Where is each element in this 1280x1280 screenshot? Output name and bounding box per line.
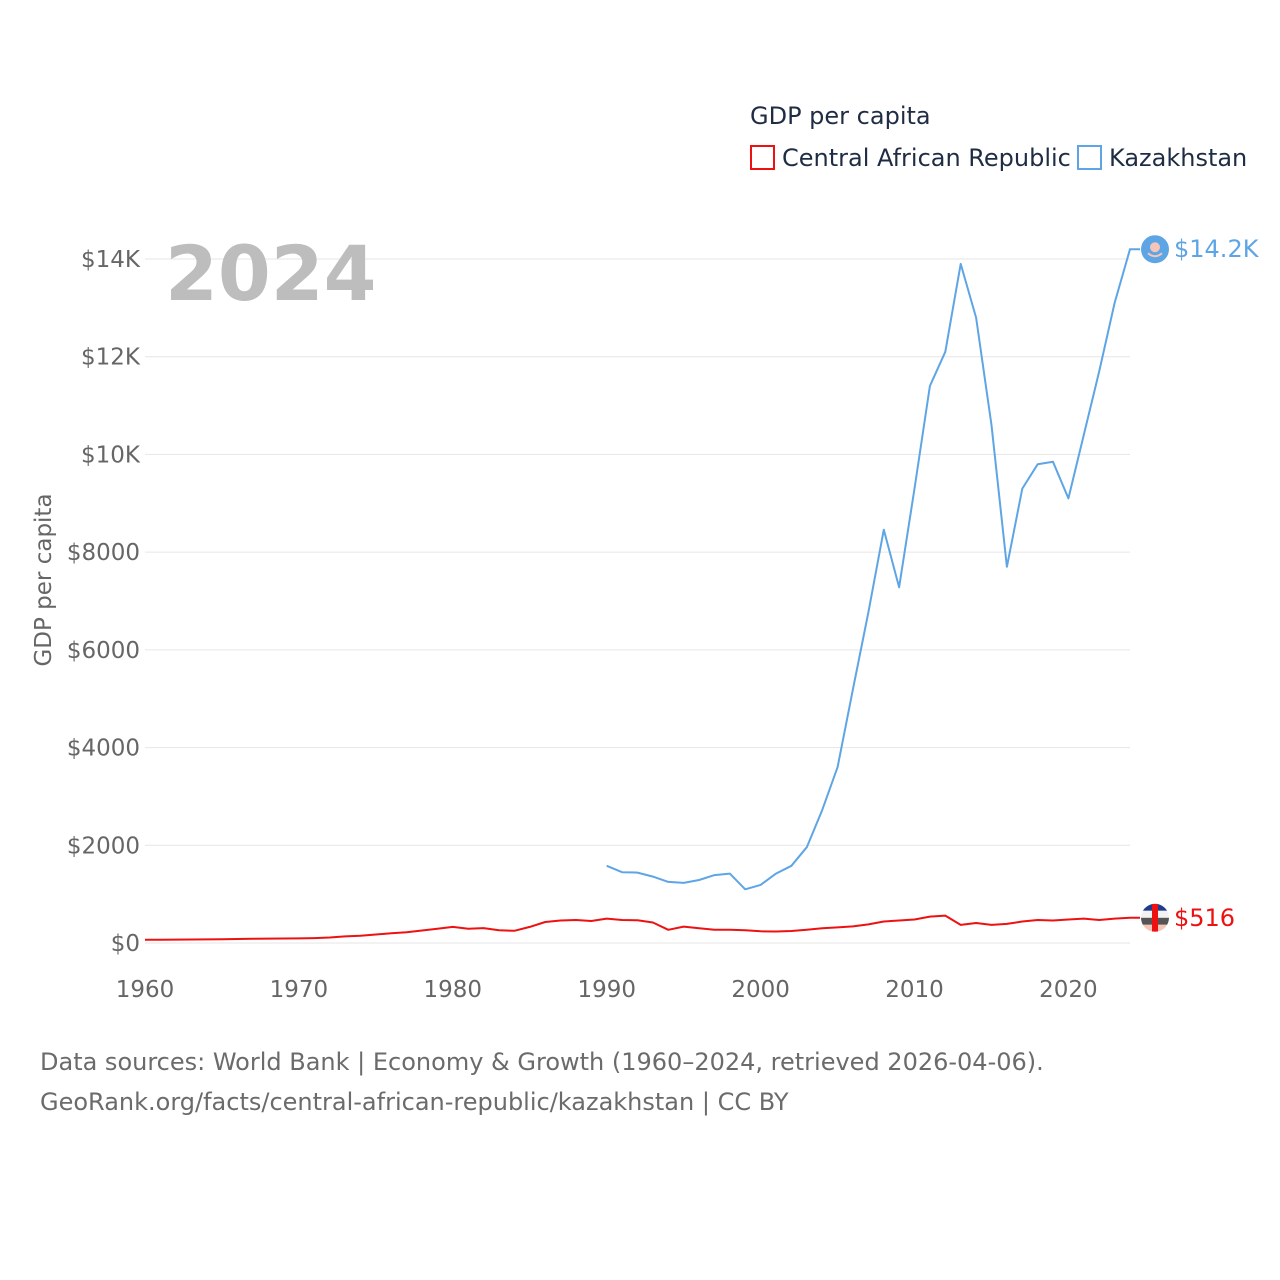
flag-central-african-republic-icon bbox=[1141, 903, 1169, 932]
y-tick-label: $2000 bbox=[67, 833, 140, 859]
series-line-1 bbox=[606, 248, 1140, 891]
legend-swatch-kazakhstan bbox=[1077, 145, 1102, 170]
y-axis: $0 $2000 $4000 $6000 $8000 $10K $12K $14K bbox=[67, 247, 141, 957]
x-tick-label: 2000 bbox=[731, 977, 790, 1003]
x-tick-label: 2020 bbox=[1039, 977, 1098, 1003]
x-tick-label: 1970 bbox=[270, 977, 329, 1003]
legend-item-car[interactable]: Central African Republic bbox=[750, 144, 1071, 172]
legend-swatch-car bbox=[750, 145, 775, 170]
end-value-label-0: $516 bbox=[1174, 904, 1235, 932]
end-markers: $516 $14.2K bbox=[1141, 235, 1260, 932]
end-value-label-1: $14.2K bbox=[1174, 235, 1260, 263]
y-tick-label: $12K bbox=[81, 345, 141, 371]
flag-sun-icon bbox=[1150, 242, 1160, 253]
y-tick-label: $14K bbox=[81, 247, 141, 273]
year-label: 2024 bbox=[165, 229, 377, 318]
gridlines bbox=[145, 258, 1130, 944]
y-axis-title: GDP per capita bbox=[31, 493, 57, 666]
source-line-2[interactable]: GeoRank.org/facts/central-african-republ… bbox=[40, 1088, 789, 1116]
x-tick-label: 2010 bbox=[885, 977, 944, 1003]
x-axis: 1960 1970 1980 1990 2000 2010 2020 bbox=[116, 977, 1098, 1003]
y-tick-label: $10K bbox=[81, 442, 141, 468]
source-note: Data sources: World Bank | Economy & Gro… bbox=[40, 1042, 1044, 1122]
legend-title: GDP per capita bbox=[750, 102, 931, 130]
x-tick-label: 1980 bbox=[424, 977, 483, 1003]
y-tick-label: $6000 bbox=[67, 638, 140, 664]
legend-item-kazakhstan[interactable]: Kazakhstan bbox=[1077, 144, 1247, 172]
legend: GDP per capita Central African Republic … bbox=[750, 102, 1247, 172]
x-tick-label: 1990 bbox=[577, 977, 636, 1003]
series-layer bbox=[145, 248, 1140, 941]
legend-label-car: Central African Republic bbox=[782, 144, 1071, 172]
source-line-1: Data sources: World Bank | Economy & Gro… bbox=[40, 1048, 1044, 1076]
x-tick-label: 1960 bbox=[116, 977, 175, 1003]
y-tick-label: $0 bbox=[111, 931, 140, 957]
y-tick-label: $8000 bbox=[67, 540, 140, 566]
y-tick-label: $4000 bbox=[67, 736, 140, 762]
legend-label-kazakhstan: Kazakhstan bbox=[1109, 144, 1247, 172]
flag-eagle-icon bbox=[1147, 252, 1163, 258]
series-line-0 bbox=[145, 914, 1140, 941]
